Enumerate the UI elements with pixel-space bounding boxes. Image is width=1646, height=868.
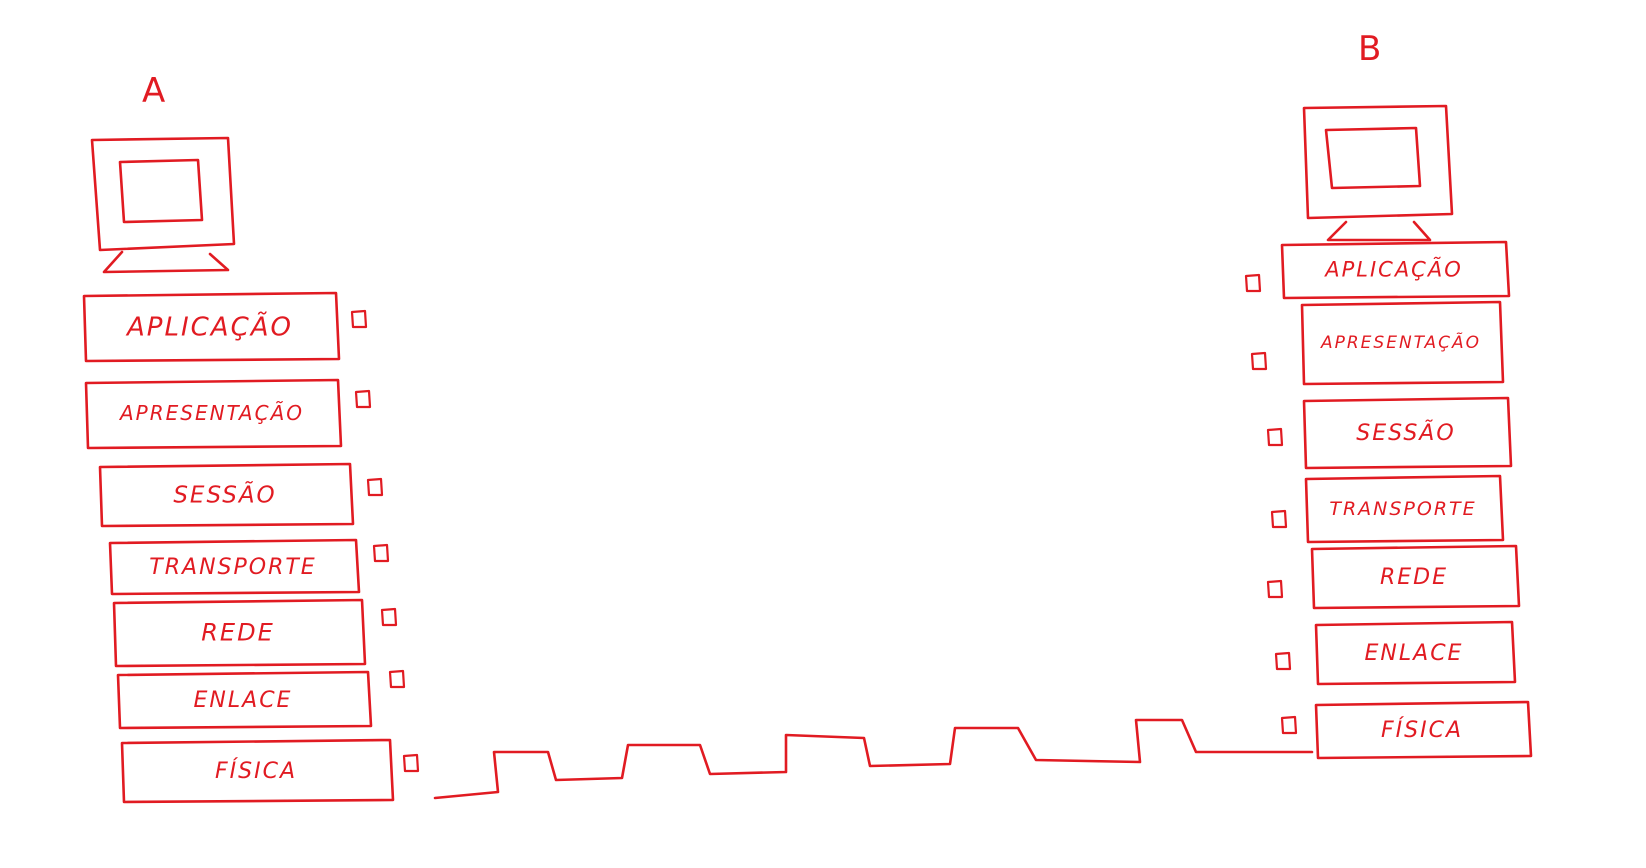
layer-label: SESSÃO <box>1356 419 1455 446</box>
layer-stack-b: APLICAÇÃO APRESENTAÇÃO SESSÃO TRANSPORTE RED… <box>1244 240 1533 760</box>
small-square-icon <box>354 389 372 409</box>
layer-label: REDE <box>201 619 274 647</box>
layer-box: ENLACE <box>116 669 406 730</box>
small-square-icon <box>1274 651 1292 671</box>
small-square-icon <box>1280 715 1298 735</box>
layer-box: TRANSPORTE <box>1270 474 1505 544</box>
host-b-label: B <box>1358 29 1381 69</box>
layer-label: TRANSPORTE <box>149 555 316 580</box>
layer-box: REDE <box>1266 544 1521 610</box>
small-square-icon <box>402 753 420 773</box>
layer-label: ENLACE <box>1365 641 1464 666</box>
host-b: B APLICAÇÃO APRESENTAÇÃO SESSÃO TRANSPORTE R… <box>1244 29 1533 760</box>
layer-box: APRESENTAÇÃO <box>84 378 372 450</box>
small-square-icon <box>1244 273 1262 293</box>
layer-label: ENLACE <box>194 688 293 713</box>
computer-monitor-icon <box>90 136 236 274</box>
layer-box: SESSÃO <box>1266 396 1513 470</box>
layer-label: APLICAÇÃO <box>125 310 293 342</box>
layer-label: APRESENTAÇÃO <box>1320 331 1481 353</box>
layer-box: APLICAÇÃO <box>1244 240 1511 300</box>
host-a-label: A <box>142 71 165 111</box>
small-square-icon <box>380 607 398 627</box>
small-square-icon <box>372 543 390 563</box>
layer-label: APLICAÇÃO <box>1323 256 1463 282</box>
small-square-icon <box>1266 579 1284 599</box>
layer-box: FÍSICA <box>1280 700 1533 760</box>
layer-label: SESSÃO <box>173 480 276 508</box>
physical-link-signal <box>433 718 1314 800</box>
layer-label: APRESENTAÇÃO <box>118 401 304 425</box>
small-square-icon <box>1270 509 1288 529</box>
layer-label: REDE <box>1380 565 1448 590</box>
layer-box: FÍSICA <box>120 738 420 804</box>
small-square-icon <box>350 309 368 329</box>
small-square-icon <box>366 477 384 497</box>
layer-box: APRESENTAÇÃO <box>1250 300 1505 386</box>
host-a: A APLICAÇÃO APRESENTAÇÃO SESSÃO TRANSPORTE R… <box>82 71 420 804</box>
layer-stack-a: APLICAÇÃO APRESENTAÇÃO SESSÃO TRANSPORTE RED… <box>82 291 420 804</box>
layer-box: REDE <box>112 598 398 668</box>
layer-box: APLICAÇÃO <box>82 291 368 363</box>
layer-label: FÍSICA <box>215 758 297 784</box>
layer-box: ENLACE <box>1274 620 1517 686</box>
layer-label: TRANSPORTE <box>1329 498 1476 520</box>
small-square-icon <box>1250 351 1268 371</box>
layer-box: SESSÃO <box>98 462 384 528</box>
layer-box: TRANSPORTE <box>108 538 390 596</box>
small-square-icon <box>388 669 406 689</box>
computer-monitor-icon <box>1302 104 1454 242</box>
layer-label: FÍSICA <box>1381 717 1463 743</box>
small-square-icon <box>1266 427 1284 447</box>
